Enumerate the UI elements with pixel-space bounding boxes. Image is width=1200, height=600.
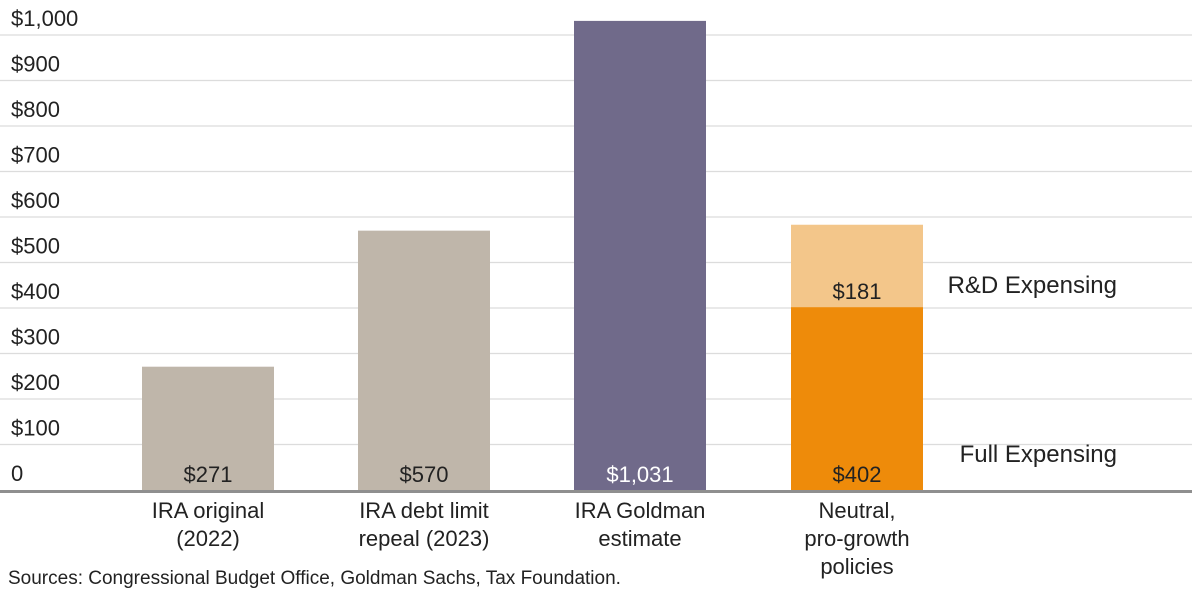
y-tick-label: $400 xyxy=(11,279,60,304)
x-category-label: pro-growth xyxy=(804,526,909,551)
bar-value-label: $570 xyxy=(400,462,449,487)
y-tick-label: $100 xyxy=(11,416,60,441)
segment-value-label: $181 xyxy=(833,279,882,304)
bar xyxy=(574,20,706,491)
y-tick-label: $800 xyxy=(11,97,60,122)
x-category-label: IRA original xyxy=(152,498,265,523)
y-tick-label: $1,000 xyxy=(11,6,78,31)
y-tick-label: $300 xyxy=(11,325,60,350)
source-note: Sources: Congressional Budget Office, Go… xyxy=(8,568,621,589)
y-tick-label: $900 xyxy=(11,52,60,77)
x-category-label: estimate xyxy=(598,526,681,551)
stacked-bar-segment xyxy=(791,307,923,490)
y-tick-label: 0 xyxy=(11,461,23,486)
x-category-label: Neutral, xyxy=(818,498,895,523)
x-category-label: policies xyxy=(820,554,893,579)
stacked-bar-segment xyxy=(791,224,923,308)
bar-value-label: $1,031 xyxy=(606,462,673,487)
y-tick-label: $200 xyxy=(11,370,60,395)
y-tick-label: $600 xyxy=(11,188,60,213)
x-category-label: repeal (2023) xyxy=(359,526,490,551)
bar xyxy=(358,230,490,490)
y-tick-label: $500 xyxy=(11,234,60,259)
y-tick-label: $700 xyxy=(11,143,60,168)
x-category-label: IRA debt limit xyxy=(359,498,489,523)
x-category-label: (2022) xyxy=(176,526,240,551)
series-label: R&D Expensing xyxy=(948,272,1117,299)
bar xyxy=(142,366,274,490)
x-category-label: IRA Goldman xyxy=(575,498,706,523)
series-label: Full Expensing xyxy=(960,441,1117,468)
bar-value-label: $271 xyxy=(184,462,233,487)
segment-value-label: $402 xyxy=(833,462,882,487)
